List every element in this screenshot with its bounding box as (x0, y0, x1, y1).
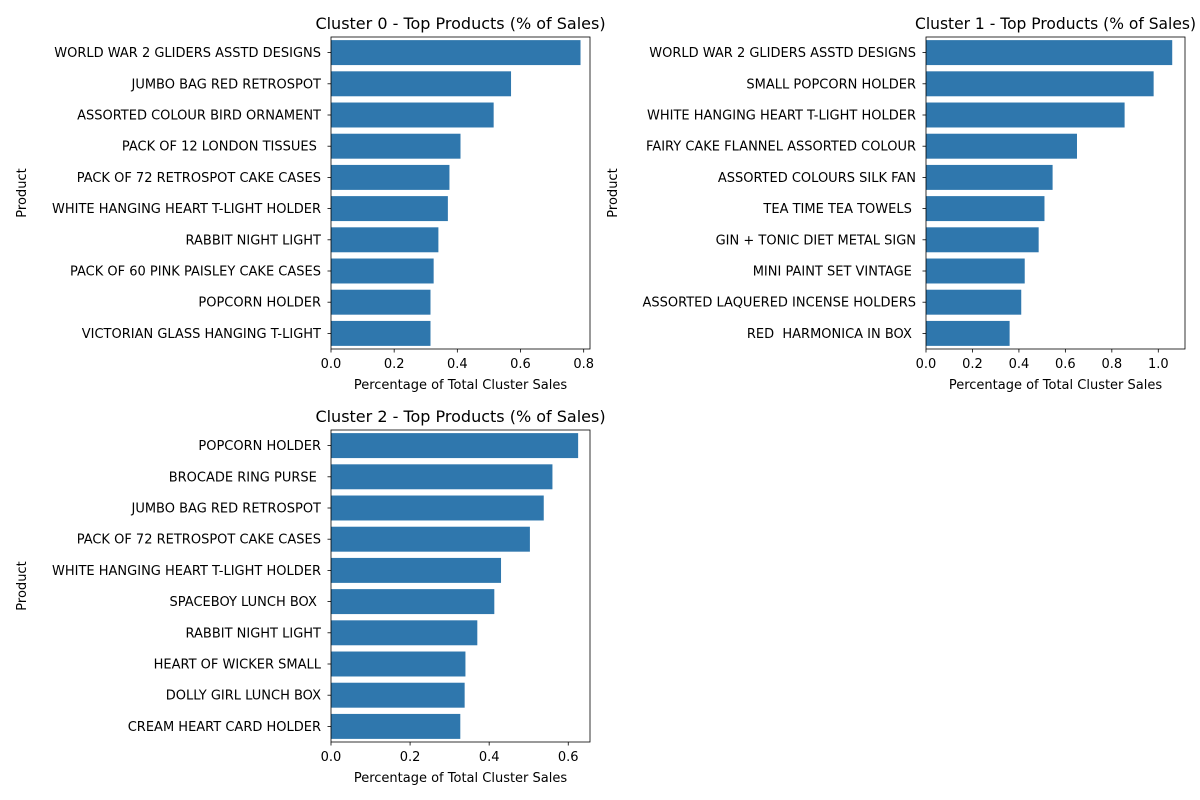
x-axis-label: Percentage of Total Cluster Sales (949, 378, 1163, 393)
axes-frame (925, 36, 1186, 350)
x-tick-label: 0.8 (573, 357, 594, 372)
axes-frame (330, 36, 591, 350)
y-tick-label: VICTORIAN GLASS HANGING T-LIGHT (82, 327, 321, 342)
bar (331, 495, 544, 521)
y-tick-label: RABBIT NIGHT LIGHT (186, 233, 322, 248)
y-tick-label: WORLD WAR 2 GLIDERS ASSTD DESIGNS (649, 46, 916, 61)
y-tick-label: WHITE HANGING HEART T-LIGHT HOLDER (52, 202, 321, 217)
x-tick-label: 0.6 (510, 357, 531, 372)
bar (926, 227, 1039, 253)
bar (331, 258, 434, 284)
bar (331, 164, 450, 190)
y-tick-label: RABBIT NIGHT LIGHT (186, 626, 322, 641)
y-tick-label: WORLD WAR 2 GLIDERS ASSTD DESIGNS (54, 46, 321, 61)
chart-title: Cluster 2 - Top Products (% of Sales) (315, 407, 605, 426)
bar (331, 40, 581, 66)
y-tick-label: HEART OF WICKER SMALL (154, 658, 322, 673)
x-tick-label: 0.2 (400, 750, 421, 765)
bar (926, 258, 1025, 284)
y-tick-label: JUMBO BAG RED RETROSPOT (130, 77, 321, 92)
bar (331, 196, 448, 222)
chart-title: Cluster 1 - Top Products (% of Sales) (915, 14, 1196, 33)
bar (926, 164, 1053, 190)
x-axis-label: Percentage of Total Cluster Sales (354, 771, 568, 786)
y-tick-label: DOLLY GIRL LUNCH BOX (166, 689, 321, 704)
y-tick-label: PACK OF 60 PINK PAISLEY CAKE CASES (70, 265, 321, 280)
y-tick-label: POPCORN HOLDER (198, 439, 321, 454)
x-tick-label: 0.2 (384, 357, 405, 372)
chart-panel-1: WORLD WAR 2 GLIDERS ASSTD DESIGNS SMALL P… (606, 14, 1196, 393)
x-tick-label: 0.0 (321, 357, 342, 372)
y-tick-label: PACK OF 12 LONDON TISSUES (122, 140, 321, 155)
bar (331, 71, 512, 97)
bar (331, 320, 431, 346)
bar (331, 289, 431, 315)
y-tick-label: GIN + TONIC DIET METAL SIGN (716, 233, 916, 248)
y-tick-label: PACK OF 72 RETROSPOT CAKE CASES (77, 171, 321, 186)
bar (331, 713, 461, 739)
y-tick-label: POPCORN HOLDER (198, 296, 321, 311)
bar (331, 102, 494, 128)
x-tick-label: 0.0 (321, 750, 342, 765)
bar (926, 133, 1077, 159)
y-tick-label: TEA TIME TEA TOWELS (762, 202, 916, 217)
x-tick-label: 0.2 (962, 357, 983, 372)
bar (926, 71, 1154, 97)
chart-panel-0: WORLD WAR 2 GLIDERS ASSTD DESIGNS JUMBO B… (15, 14, 606, 393)
y-tick-label: SPACEBOY LUNCH BOX (170, 595, 321, 610)
bar (926, 320, 1010, 346)
bar (331, 464, 553, 490)
bar (331, 589, 495, 615)
y-tick-label: ASSORTED COLOUR BIRD ORNAMENT (77, 109, 321, 124)
bar (331, 682, 465, 708)
bar (331, 433, 579, 459)
bar (926, 196, 1045, 222)
x-tick-label: 0.0 (916, 357, 937, 372)
y-tick-label: JUMBO BAG RED RETROSPOT (130, 502, 321, 517)
bar (331, 133, 461, 159)
y-tick-label: CREAM HEART CARD HOLDER (128, 720, 321, 735)
y-tick-label: WHITE HANGING HEART T-LIGHT HOLDER (52, 564, 321, 579)
y-tick-label: SMALL POPCORN HOLDER (746, 77, 916, 92)
y-axis-label: Product (15, 168, 30, 217)
x-tick-label: 0.4 (1009, 357, 1030, 372)
bar (926, 40, 1173, 66)
x-tick-label: 0.6 (558, 750, 579, 765)
bar (331, 651, 466, 677)
x-tick-label: 0.6 (1055, 357, 1076, 372)
bar (331, 620, 478, 646)
bar (926, 289, 1022, 315)
x-axis-label: Percentage of Total Cluster Sales (354, 378, 568, 393)
y-tick-label: BROCADE RING PURSE (169, 470, 321, 485)
bar (331, 526, 530, 552)
bar (926, 102, 1125, 128)
y-tick-label: ASSORTED COLOURS SILK FAN (718, 171, 916, 186)
x-tick-label: 0.4 (479, 750, 500, 765)
bar (331, 557, 502, 583)
axes-frame (330, 429, 591, 743)
y-tick-label: PACK OF 72 RETROSPOT CAKE CASES (77, 533, 321, 548)
chart-panel-2: POPCORN HOLDER BROCADE RING PURSE JUMBO B… (15, 407, 606, 786)
x-tick-label: 0.8 (1101, 357, 1122, 372)
y-tick-label: ASSORTED LAQUERED INCENSE HOLDERS (642, 296, 916, 311)
chart-title: Cluster 0 - Top Products (% of Sales) (315, 14, 605, 33)
y-axis-label: Product (15, 561, 30, 610)
y-axis-label: Product (606, 168, 621, 217)
y-tick-label: RED HARMONICA IN BOX (747, 327, 916, 342)
y-tick-label: MINI PAINT SET VINTAGE (753, 265, 916, 280)
y-tick-label: FAIRY CAKE FLANNEL ASSORTED COLOUR (646, 140, 916, 155)
x-tick-label: 1.0 (1148, 357, 1169, 372)
x-tick-label: 0.4 (447, 357, 468, 372)
bar (331, 227, 439, 253)
y-tick-label: WHITE HANGING HEART T-LIGHT HOLDER (647, 109, 916, 124)
